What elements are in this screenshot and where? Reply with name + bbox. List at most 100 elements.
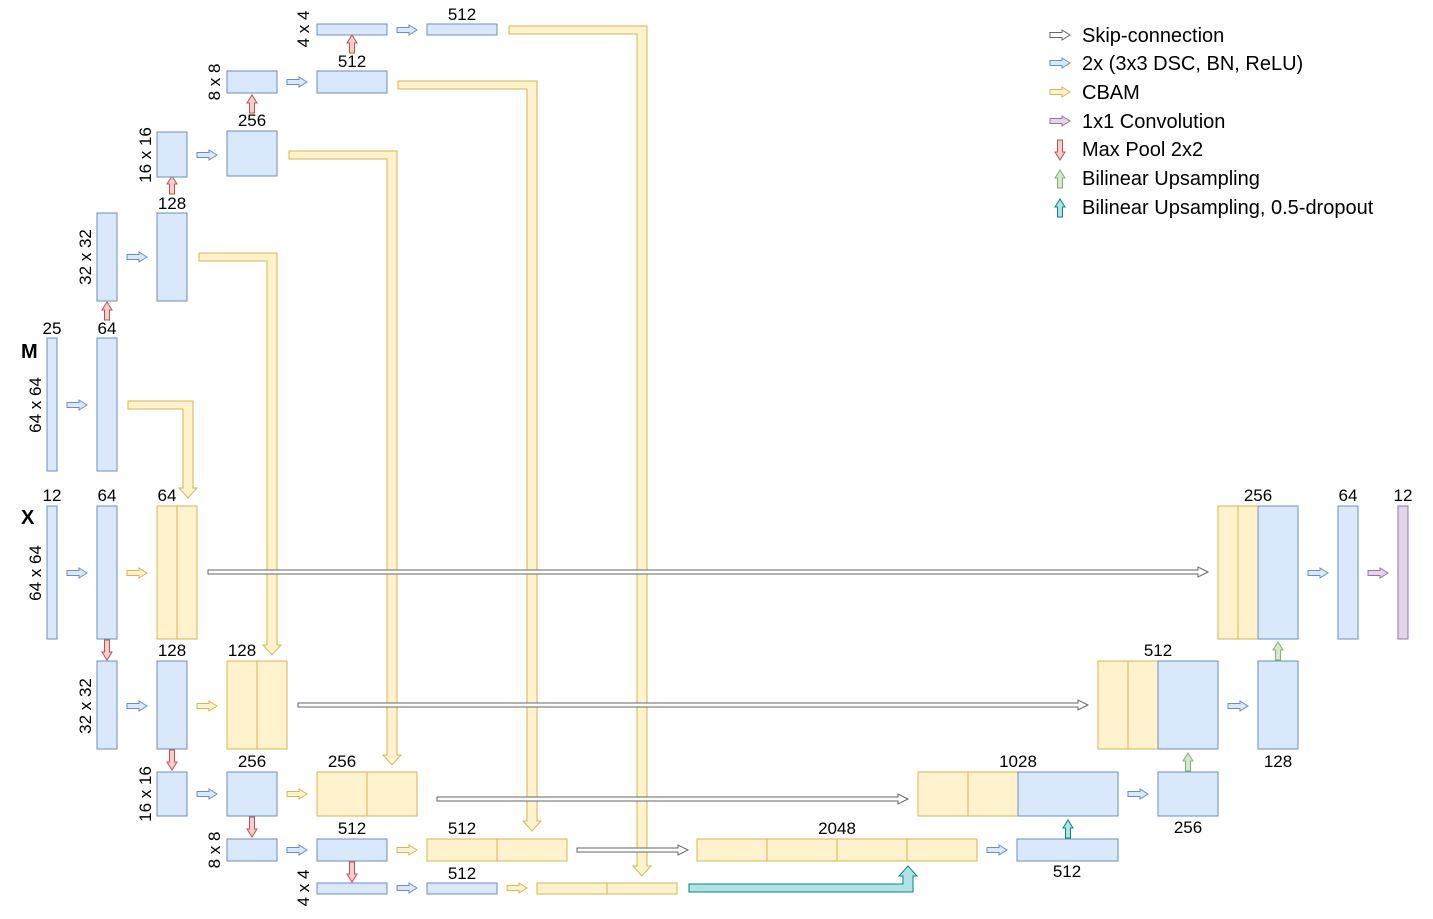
maxpool-arrow bbox=[166, 749, 178, 771]
legend: Skip-connection 2x (3x3 DSC, BN, ReLU) C… bbox=[1049, 25, 1374, 219]
channel-label: 256 bbox=[238, 752, 266, 771]
feature-map-m-16-in bbox=[156, 131, 188, 178]
cbam-arrow bbox=[396, 844, 418, 856]
cbam-arrow bbox=[126, 567, 148, 579]
legend-item-cbam: CBAM bbox=[1049, 82, 1140, 104]
skip-connection-256 bbox=[436, 793, 910, 805]
cbam-map-x-64b bbox=[176, 505, 198, 640]
feature-map-x-64 bbox=[96, 505, 118, 640]
feature-map-dec-256 bbox=[1157, 771, 1219, 817]
dsc-arrow bbox=[66, 399, 88, 411]
cbam-arrow bbox=[286, 788, 308, 800]
cbam-map-x-128a bbox=[226, 660, 258, 750]
cbam-map-x-512b bbox=[496, 838, 568, 862]
legend-label: Skip-connection bbox=[1082, 25, 1224, 47]
channel-label: 128 bbox=[228, 641, 256, 660]
upsampling-dropout-arrow bbox=[1062, 819, 1074, 839]
maxpool-arrow bbox=[346, 861, 358, 883]
channel-label: 256 bbox=[1174, 818, 1202, 837]
channel-label: 12 bbox=[1394, 486, 1413, 505]
cbam-route-128 bbox=[198, 252, 283, 656]
feature-map-x-16-in bbox=[156, 771, 188, 817]
feature-map-m-512a bbox=[316, 70, 388, 94]
legend-item-upsampling-dropout: Bilinear Upsampling, 0.5-dropout bbox=[1054, 197, 1374, 219]
legend-label: CBAM bbox=[1082, 82, 1140, 104]
dsc-arrow bbox=[286, 76, 308, 88]
skip-connections bbox=[207, 566, 1210, 856]
resolution-label: 8 x 8 bbox=[205, 64, 224, 101]
dsc-arrow bbox=[126, 251, 148, 263]
concat-2048-part bbox=[696, 838, 768, 862]
cbam-arrow bbox=[196, 700, 218, 712]
channel-label: 512 bbox=[1144, 641, 1172, 660]
channel-label: 256 bbox=[1244, 486, 1272, 505]
purple-arrow-icon bbox=[1049, 115, 1071, 127]
feature-map-dec-64 bbox=[1337, 505, 1359, 640]
feature-map-x-32-in bbox=[96, 660, 118, 750]
resolution-label: 32 x 32 bbox=[76, 229, 95, 285]
channel-label: 256 bbox=[328, 752, 356, 771]
blue-arrow-icon bbox=[1049, 57, 1071, 69]
resolution-label: 16 x 16 bbox=[136, 766, 155, 822]
feature-map-x-in bbox=[46, 505, 58, 640]
red-down-arrow-icon bbox=[1054, 139, 1066, 161]
legend-item-upsampling: Bilinear Upsampling bbox=[1054, 168, 1260, 190]
feature-map-x-8-in bbox=[226, 838, 278, 862]
feature-map-m-32-in bbox=[96, 212, 118, 302]
cbam-map-x-256b bbox=[366, 771, 418, 817]
concat-1028-upsampled bbox=[1017, 771, 1119, 817]
feature-map-m-512b bbox=[426, 23, 498, 36]
dsc-arrow bbox=[396, 882, 418, 894]
skip-connection-64 bbox=[207, 566, 1210, 578]
channel-label: 2048 bbox=[818, 819, 856, 838]
feature-map-x-256 bbox=[226, 771, 278, 817]
feature-map-x-4-in bbox=[316, 882, 388, 895]
channel-label: 25 bbox=[43, 319, 62, 338]
cbam-map-x-256a bbox=[316, 771, 368, 817]
cbam-arrow bbox=[506, 882, 528, 894]
feature-map-m-64 bbox=[96, 337, 118, 472]
feature-map-m-128 bbox=[156, 212, 188, 302]
cbam-map-x-128b bbox=[256, 660, 288, 750]
green-up-arrow-icon bbox=[1054, 169, 1066, 189]
upsampling-arrow bbox=[1272, 641, 1284, 661]
legend-label: Bilinear Upsampling, 0.5-dropout bbox=[1082, 197, 1374, 219]
cbam-map-x-4a bbox=[536, 882, 608, 895]
legend-label: Max Pool 2x2 bbox=[1082, 139, 1203, 161]
channel-label: 512 bbox=[448, 864, 476, 883]
dsc-arrow bbox=[1307, 567, 1329, 579]
upsampling-dropout-route bbox=[688, 865, 919, 893]
resolution-label: 4 x 4 bbox=[294, 870, 313, 907]
legend-item-dsc: 2x (3x3 DSC, BN, ReLU) bbox=[1049, 53, 1303, 75]
maxpool-arrow bbox=[101, 301, 113, 321]
concat-1028-part bbox=[967, 771, 1019, 817]
channel-label: 12 bbox=[43, 486, 62, 505]
concat-2048-part bbox=[906, 838, 978, 862]
feature-map-m-8-in bbox=[226, 70, 278, 94]
cbam-route-512a bbox=[397, 80, 543, 832]
dsc-arrow bbox=[126, 700, 148, 712]
concat-2048-part bbox=[766, 838, 838, 862]
feature-map-dec-128 bbox=[1257, 660, 1299, 750]
legend-label: Bilinear Upsampling bbox=[1082, 168, 1260, 190]
maxpool-arrow bbox=[246, 816, 258, 838]
channel-label: 512 bbox=[448, 819, 476, 838]
resolution-label: 4 x 4 bbox=[294, 11, 313, 48]
cbam-route-64 bbox=[127, 400, 199, 499]
cbam-map-x-4b bbox=[606, 882, 678, 895]
feature-map-m-256 bbox=[226, 130, 278, 177]
feature-map-x-512b bbox=[426, 882, 498, 895]
concat-2048-part bbox=[836, 838, 908, 862]
decoder: 2048 512 1028 256 512 128 256 64 bbox=[696, 486, 1413, 881]
channel-label: 1028 bbox=[999, 752, 1037, 771]
m-branch: M 25 64 x 64 64 32 x 32 128 16 x 16 256 … bbox=[21, 5, 498, 472]
concat-256-part bbox=[1237, 505, 1259, 640]
maxpool-arrow bbox=[101, 639, 113, 661]
feature-map-m-4-in bbox=[316, 23, 388, 36]
dsc-arrow bbox=[66, 567, 88, 579]
feature-map-x-128 bbox=[156, 660, 188, 750]
resolution-label: 8 x 8 bbox=[205, 832, 224, 869]
concat-512-part bbox=[1127, 660, 1159, 750]
channel-label: 512 bbox=[338, 819, 366, 838]
